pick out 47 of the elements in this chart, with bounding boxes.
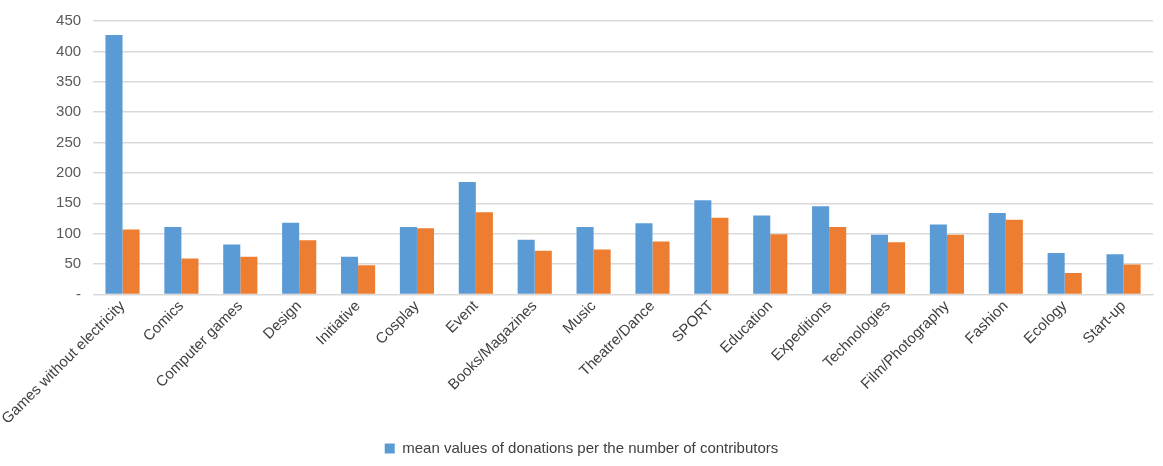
bar (1005, 219, 1023, 294)
bar (812, 206, 830, 294)
y-tick-label: 450 (56, 11, 82, 29)
bar (770, 234, 788, 294)
bar (1123, 264, 1141, 294)
y-tick-label: 150 (56, 193, 82, 211)
bar (164, 226, 182, 294)
bar (946, 234, 964, 294)
bar (399, 226, 417, 294)
bar (988, 212, 1006, 294)
bar (282, 222, 300, 294)
bar (122, 229, 140, 294)
bar (416, 228, 435, 294)
bar (358, 265, 376, 294)
bar (753, 215, 771, 294)
bar (929, 224, 947, 294)
bar (829, 226, 847, 294)
y-tick-label: 100 (56, 223, 82, 241)
y-tick-label: 350 (56, 71, 82, 89)
bar (223, 244, 241, 294)
bar (475, 212, 493, 294)
bar (534, 250, 552, 294)
bar (593, 249, 611, 294)
legend-label: mean values of donations per the number of contributors (402, 438, 779, 456)
bar (711, 217, 729, 294)
y-tick-label: 250 (56, 132, 82, 150)
bar (105, 34, 123, 294)
bar (652, 241, 670, 294)
bar (870, 234, 889, 294)
y-tick-label: - (76, 284, 82, 302)
bar (458, 181, 476, 294)
y-tick-label: 200 (56, 163, 82, 181)
bar (635, 223, 653, 294)
bar (1047, 253, 1065, 294)
y-tick-label: 300 (56, 102, 82, 120)
bar (1064, 273, 1082, 294)
bar (181, 258, 199, 294)
y-tick-label: 400 (56, 41, 82, 59)
bar (517, 239, 535, 294)
bar (888, 242, 906, 294)
y-tick-label: 50 (64, 254, 82, 272)
bar (1106, 254, 1124, 294)
bar (694, 200, 712, 294)
bar (240, 256, 258, 294)
bar (576, 226, 594, 294)
bar (340, 256, 359, 294)
bar (299, 240, 317, 294)
